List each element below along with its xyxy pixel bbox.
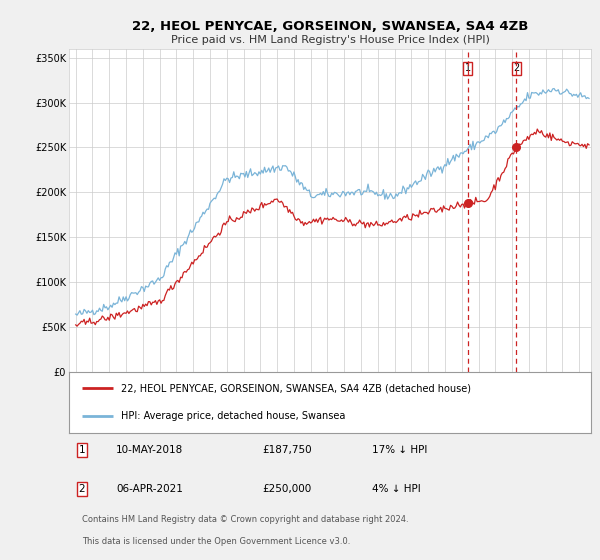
Text: 06-APR-2021: 06-APR-2021 [116,484,183,494]
Text: £187,750: £187,750 [262,445,312,455]
Text: £250,000: £250,000 [262,484,311,494]
Text: Contains HM Land Registry data © Crown copyright and database right 2024.: Contains HM Land Registry data © Crown c… [82,515,409,524]
Text: Price paid vs. HM Land Registry's House Price Index (HPI): Price paid vs. HM Land Registry's House … [170,35,490,45]
Text: 2: 2 [514,63,520,73]
Text: 22, HEOL PENYCAE, GORSEINON, SWANSEA, SA4 4ZB: 22, HEOL PENYCAE, GORSEINON, SWANSEA, SA… [132,20,528,32]
Text: 1: 1 [79,445,85,455]
Text: 17% ↓ HPI: 17% ↓ HPI [372,445,427,455]
Text: 10-MAY-2018: 10-MAY-2018 [116,445,183,455]
Text: 22, HEOL PENYCAE, GORSEINON, SWANSEA, SA4 4ZB (detached house): 22, HEOL PENYCAE, GORSEINON, SWANSEA, SA… [121,383,471,393]
Text: HPI: Average price, detached house, Swansea: HPI: Average price, detached house, Swan… [121,412,346,422]
Text: This data is licensed under the Open Government Licence v3.0.: This data is licensed under the Open Gov… [82,537,350,546]
Text: 2: 2 [79,484,85,494]
Text: 4% ↓ HPI: 4% ↓ HPI [372,484,421,494]
Text: 1: 1 [465,63,471,73]
